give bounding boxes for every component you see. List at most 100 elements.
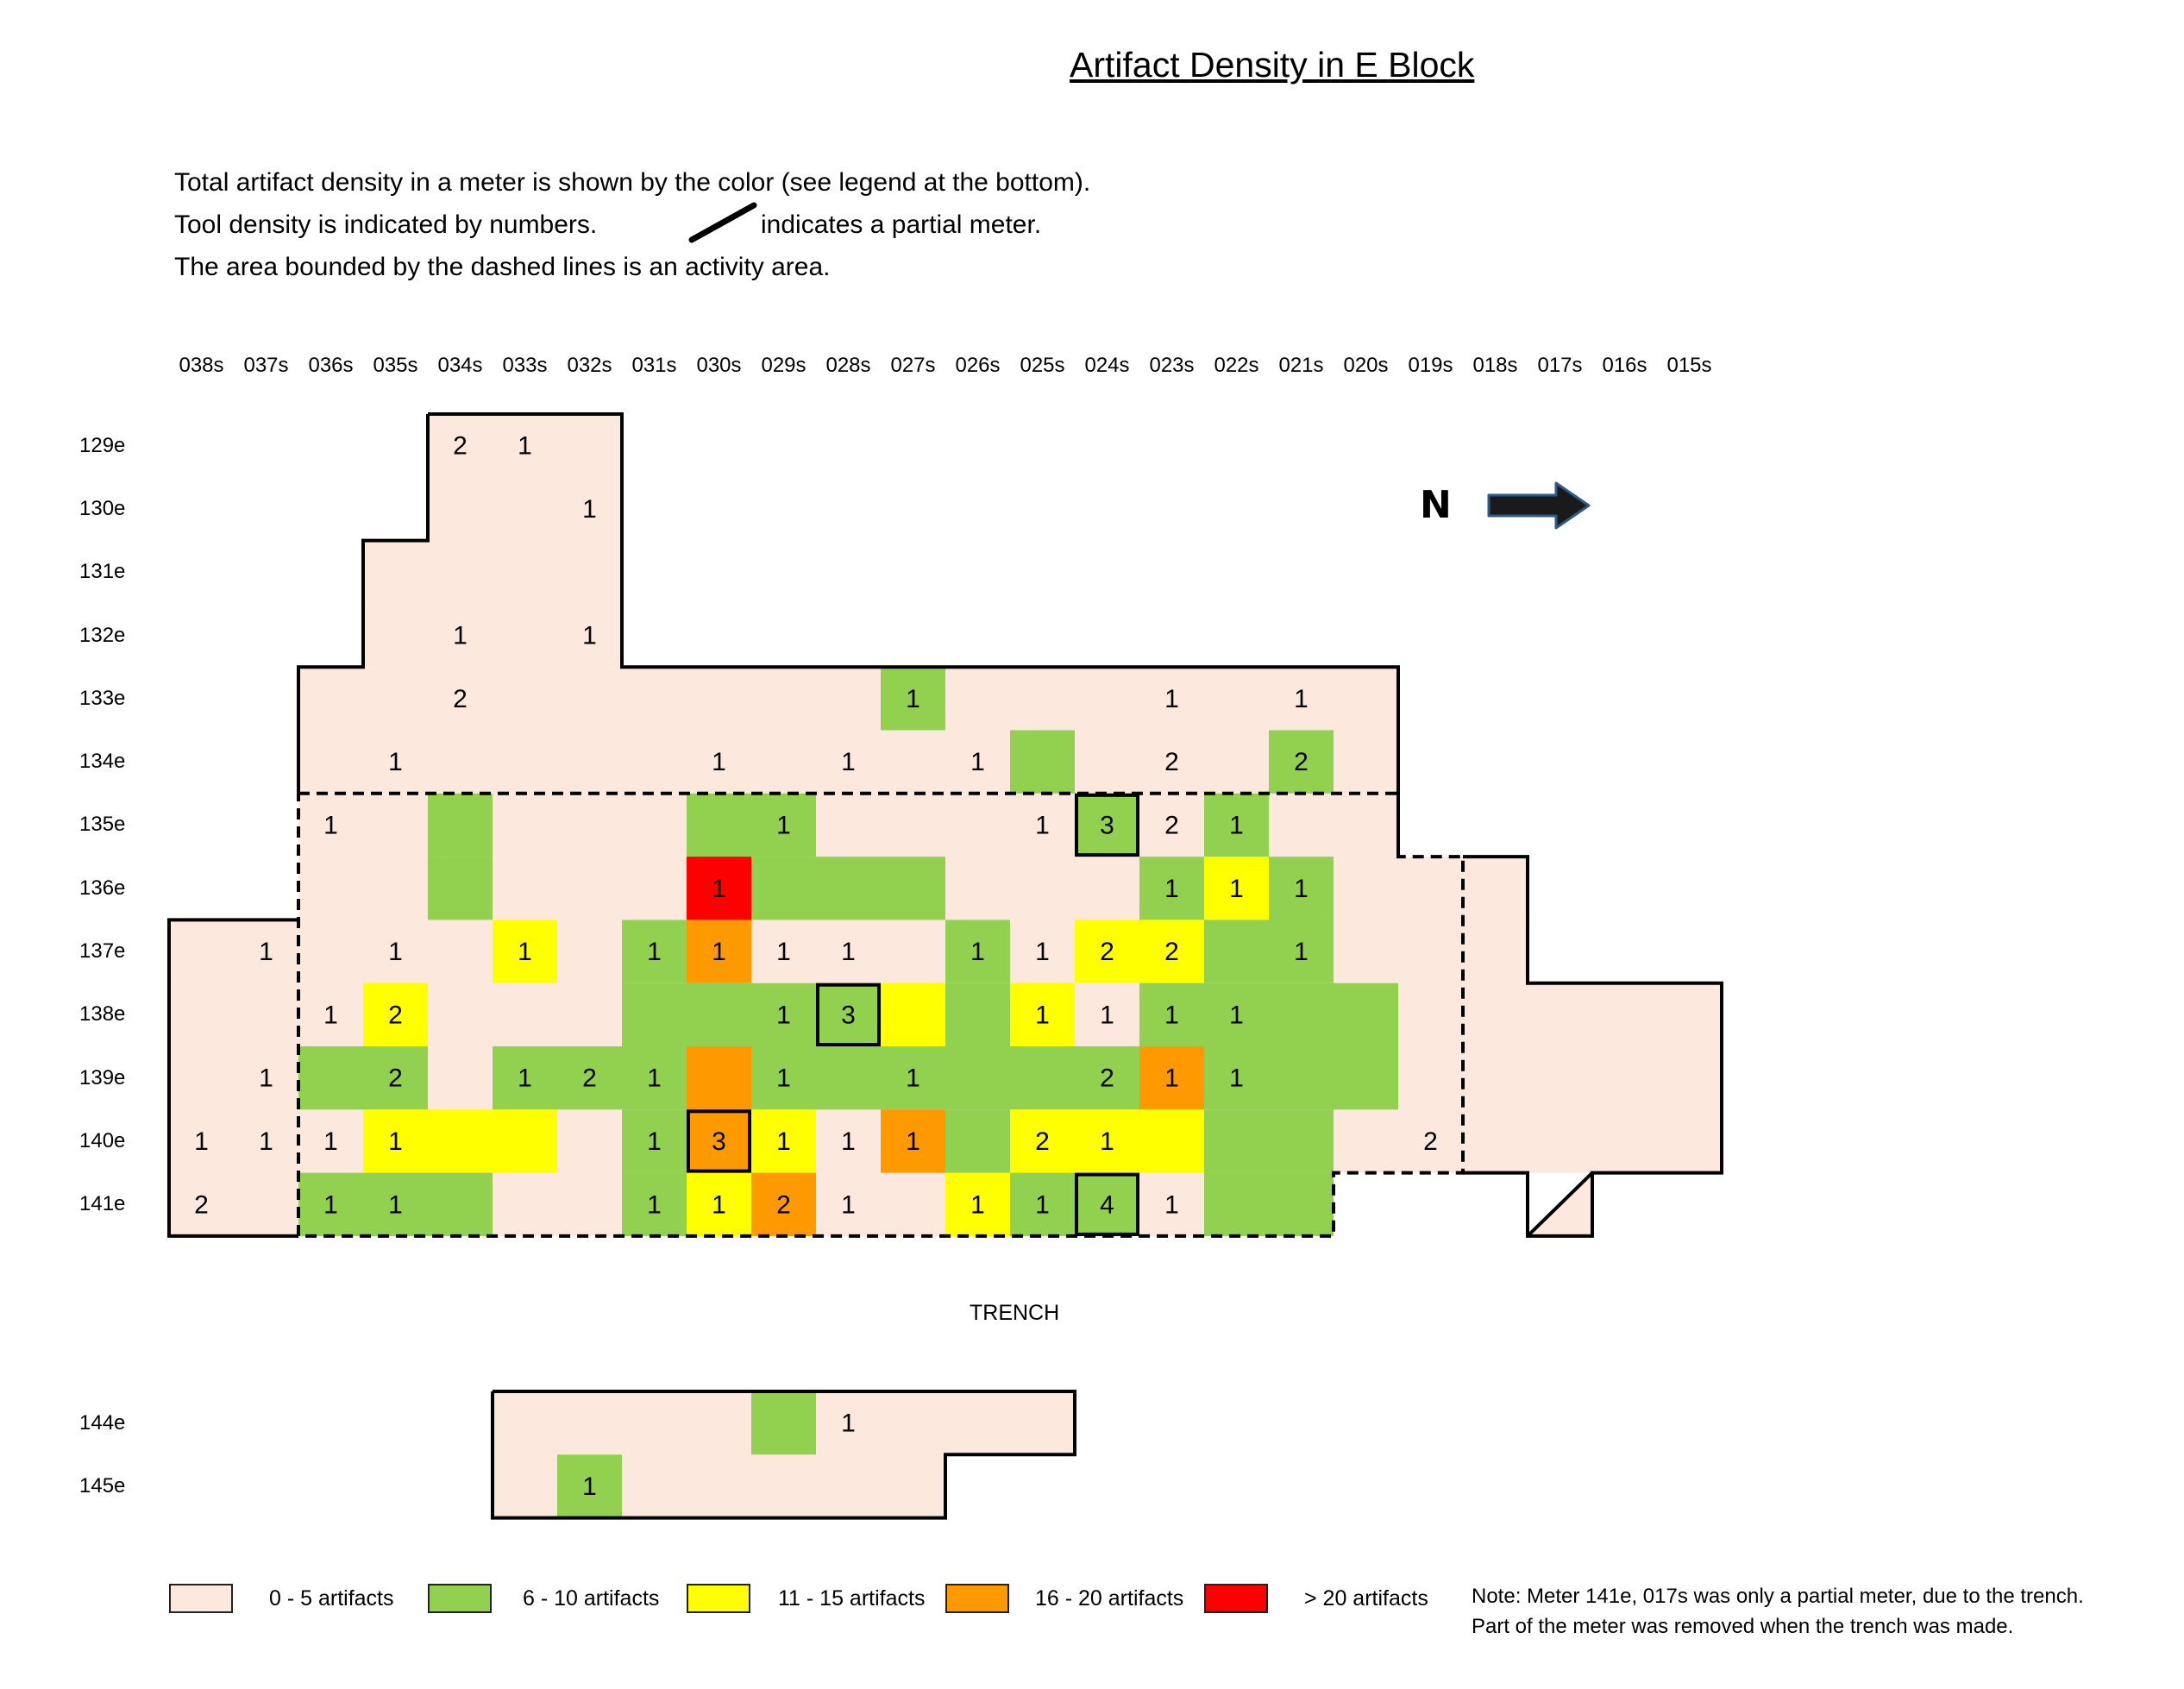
legend-swatch — [169, 1584, 233, 1613]
density-cell — [687, 793, 751, 857]
tool-count-label: 1 — [712, 1190, 726, 1219]
density-cell — [428, 1109, 493, 1173]
density-cell — [945, 920, 1010, 983]
description-line-1: Total artifact density in a meter is sho… — [174, 168, 1091, 197]
column-label: 027s — [890, 354, 936, 377]
density-cell — [1204, 857, 1269, 920]
tool-count-label: 1 — [776, 1127, 791, 1156]
description-line-2-prefix: Tool density is indicated by numbers. — [174, 210, 598, 239]
column-label: 028s — [825, 354, 871, 377]
legend-label: 0 - 5 artifacts — [269, 1586, 394, 1611]
row-label: 144e — [79, 1410, 126, 1435]
excavation-outline — [167, 918, 298, 1238]
legend-label: 6 - 10 artifacts — [523, 1586, 660, 1611]
excavated-meter-strip — [298, 667, 1398, 731]
tool-count-label: 1 — [259, 1127, 273, 1156]
tool-count-label: 1 — [776, 1001, 791, 1029]
tool-count-label: 1 — [906, 685, 920, 713]
density-cell — [1139, 857, 1204, 920]
tool-count-label: 1 — [194, 1127, 209, 1156]
density-cell — [428, 857, 493, 920]
tool-count-label: 2 — [388, 1001, 403, 1029]
column-label: 018s — [1472, 354, 1518, 377]
density-cell — [1075, 1109, 1139, 1173]
tool-count-label: 1 — [647, 1190, 662, 1219]
tool-count-label: 1 — [647, 1127, 662, 1156]
tool-count-label: 4 — [1100, 1190, 1114, 1219]
excavation-outline — [1463, 855, 1723, 1238]
column-label: 016s — [1602, 354, 1647, 377]
density-cell — [428, 793, 493, 857]
density-cell — [881, 983, 945, 1046]
density-cell — [1269, 1109, 1334, 1173]
tool-count-label: 1 — [1164, 875, 1179, 903]
excavated-meter-strip — [363, 540, 622, 604]
row-label: 135e — [79, 813, 126, 837]
tool-count-label: 2 — [1100, 1064, 1114, 1093]
column-label: 021s — [1278, 354, 1324, 377]
tool-count-label: 1 — [582, 495, 597, 524]
note-line-2: Part of the meter was removed when the t… — [1472, 1615, 2014, 1638]
tool-count-label: 2 — [388, 1064, 403, 1093]
tool-count-label: 1 — [970, 748, 985, 776]
density-cell — [493, 1109, 557, 1173]
density-cell — [493, 1046, 557, 1110]
tool-count-label: 2 — [1035, 1127, 1050, 1156]
row-label: 145e — [79, 1473, 126, 1497]
excavated-meter-strip — [428, 414, 622, 478]
density-cell — [1204, 983, 1269, 1046]
column-label: 030s — [696, 354, 742, 377]
density-cell — [1334, 983, 1398, 1046]
density-cell — [1010, 730, 1075, 794]
tool-count-label: 1 — [776, 1064, 791, 1093]
column-label: 033s — [502, 354, 548, 377]
tool-count-label: 1 — [1100, 1127, 1114, 1156]
page-title: Artifact Density in E Block — [1070, 45, 1475, 85]
tool-count-label: 1 — [582, 1472, 597, 1501]
excavated-meter-strip — [298, 730, 1398, 794]
density-cell — [881, 1109, 945, 1173]
column-label: 026s — [955, 354, 1001, 377]
description-line-3: The area bounded by the dashed lines is … — [174, 253, 831, 281]
density-cell — [1204, 1109, 1269, 1173]
tool-count-label: 1 — [712, 875, 726, 903]
density-cell — [622, 920, 687, 983]
density-cell — [751, 857, 816, 920]
trench-label: TRENCH — [970, 1301, 1060, 1325]
tool-count-label: 1 — [1164, 1190, 1179, 1219]
density-cell — [687, 1172, 751, 1236]
row-label: 139e — [79, 1065, 126, 1089]
excavation-outline — [491, 1390, 1076, 1520]
tool-count-label: 1 — [1229, 875, 1244, 903]
density-cell — [687, 857, 751, 920]
density-cell — [1010, 983, 1075, 1046]
density-cell — [1010, 1046, 1075, 1110]
density-cell — [1075, 1172, 1139, 1236]
highlighted-meter-border — [1075, 793, 1139, 857]
tool-count-label: 1 — [1229, 1001, 1244, 1029]
tool-count-label: 1 — [323, 811, 338, 839]
tool-count-label: 1 — [712, 748, 726, 776]
tool-count-label: 1 — [518, 432, 532, 461]
tool-count-label: 1 — [388, 1127, 403, 1156]
column-label: 015s — [1666, 354, 1712, 377]
density-cell — [1269, 920, 1334, 983]
tool-count-label: 3 — [841, 1001, 856, 1029]
tool-count-label: 1 — [518, 938, 532, 966]
description-line-2-suffix: indicates a partial meter. — [761, 210, 1042, 239]
density-cell — [557, 1454, 622, 1518]
column-label: 025s — [1020, 354, 1065, 377]
excavation-outline — [297, 414, 430, 794]
density-cell — [945, 1046, 1010, 1110]
column-label: 020s — [1343, 354, 1389, 377]
density-cell — [428, 1172, 493, 1236]
tool-count-label: 2 — [582, 1064, 597, 1093]
tool-count-label: 1 — [1229, 811, 1244, 839]
tool-count-label: 1 — [1164, 685, 1179, 713]
tool-count-label: 1 — [259, 1064, 273, 1093]
density-cell — [1204, 793, 1269, 857]
density-cell — [363, 1046, 428, 1110]
activity-area-outline — [297, 791, 1465, 1238]
north-arrow-icon — [1487, 481, 1591, 530]
